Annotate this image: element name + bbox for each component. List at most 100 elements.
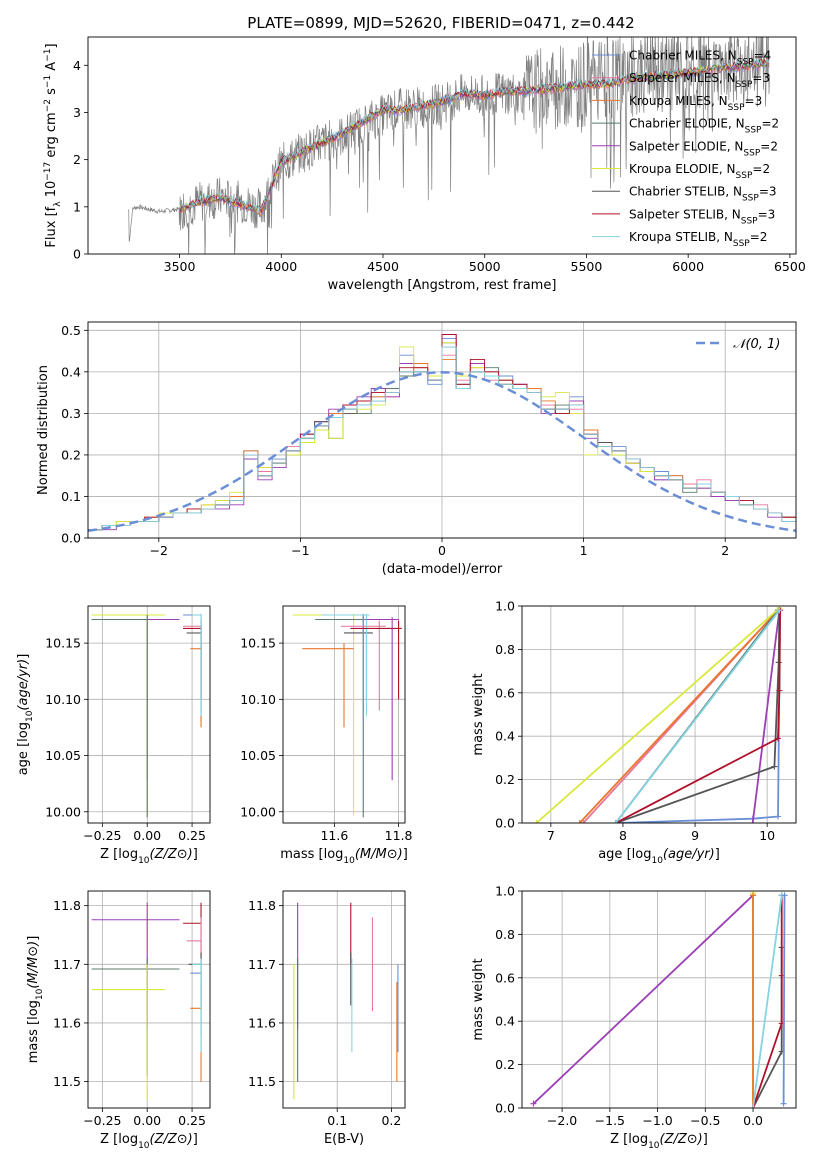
axes-frame: [282, 605, 406, 824]
x-tick-label: −1.0: [642, 1113, 672, 1128]
cumulative-point-marker: [530, 1100, 537, 1107]
plot-area: [91, 902, 203, 1100]
y-tick-label: 10.10: [45, 692, 81, 707]
normal-reference-line: [88, 371, 796, 532]
cumulative-point-marker: [776, 687, 783, 694]
observed-spectrum-line: [128, 37, 770, 254]
y-tick-label: 0.2: [495, 772, 515, 787]
cumulative-line: [579, 609, 779, 823]
x-tick-label: −1.5: [595, 1113, 625, 1128]
y-tick-label: 0.2: [495, 1057, 515, 1072]
plot-area: [530, 891, 788, 1108]
axes-frame: [282, 890, 406, 1109]
x-tick-label: 0: [438, 543, 446, 558]
axes-frame: [521, 890, 797, 1109]
model-spectrum-line: [179, 58, 770, 214]
x-tick-label: 0.1: [327, 1113, 347, 1128]
x-tick-label: −0.25: [83, 828, 121, 843]
cumulative-point-marker: [774, 735, 781, 742]
y-tick-label: 2: [73, 152, 81, 167]
y-axis-label: Flux [fλ 10−17 erg cm−2 s−1 A−1]: [43, 43, 63, 247]
cumulative-point-marker: [771, 763, 778, 770]
x-tick-label: 0.00: [133, 828, 161, 843]
y-tick-label: 10.05: [45, 748, 81, 763]
y-tick-label: 0.2: [61, 447, 81, 462]
y-tick-label: 11.5: [53, 1074, 81, 1089]
x-tick-label: 7: [547, 828, 555, 843]
legend-label: Chabrier MILES, NSSP=4: [629, 49, 771, 68]
x-tick-label: 3500: [164, 259, 196, 274]
y-axis-label: mass weight: [471, 673, 486, 755]
y-tick-label: 11.5: [248, 1074, 276, 1089]
plot-area: [88, 334, 796, 532]
y-tick-label: 0.6: [495, 970, 515, 985]
legend-label: Kroupa STELIB, NSSP=2: [629, 230, 767, 249]
cumulative-line: [535, 607, 780, 823]
y-tick-label: 0: [73, 247, 81, 262]
y-axis-label: mass weight: [471, 958, 486, 1040]
x-tick-label: −0.25: [83, 1113, 121, 1128]
panel-spectrum: 3500 4000 4500 5000 5500 6000 6500 0 1 2 3 4 wavelen…: [43, 36, 806, 293]
x-tick-label: 4000: [265, 259, 297, 274]
y-tick-label: 10.15: [240, 636, 276, 651]
legend-label: Kroupa MILES, NSSP=3: [629, 94, 762, 113]
y-tick-label: 10.05: [240, 748, 276, 763]
y-tick-label: 4: [73, 58, 81, 73]
x-axis-label: mass [log10(M/M⊙)]: [280, 847, 408, 866]
legend-label: Chabrier ELODIE, NSSP=2: [629, 117, 779, 136]
x-tick-label: 0.0: [743, 1113, 763, 1128]
x-tick-label: 9: [691, 828, 699, 843]
panel-age-vs-mass: 11.6 11.8 10.00 10.05 10.10 10.15 mass [log10(…: [240, 605, 413, 866]
panel-cumulative-mass-vs-age: 7 8 9 10 0.0 0.2 0.4 0.6 0.8 1.0 age [log10(age/yr…: [471, 599, 797, 866]
legend-label: Kroupa ELODIE, NSSP=2: [629, 162, 770, 181]
panel-cumulative-mass-vs-metallicity: −2.0 −1.5 −1.0 −0.5 0.0 0.0 0.2 0.4 0.6 0.8 1.0 Z […: [471, 884, 797, 1151]
x-axis-label: wavelength [Angstrom, rest frame]: [328, 278, 557, 293]
histogram-step-line: [88, 346, 796, 531]
cumulative-point-marker: [612, 820, 619, 823]
y-tick-label: 11.8: [53, 898, 81, 913]
cumulative-point-marker: [774, 813, 781, 820]
panel-age-vs-metallicity: −0.25 0.00 0.25 10.00 10.05 10.10 10.15 Z [log1…: [16, 605, 211, 866]
x-tick-label: −2: [150, 543, 168, 558]
x-tick-label: −2.0: [547, 1113, 577, 1128]
y-tick-label: 1.0: [495, 884, 515, 899]
cumulative-point-marker: [580, 820, 587, 823]
plot-area: [293, 902, 399, 1100]
y-tick-label: 10.00: [45, 804, 81, 819]
y-tick-label: 11.6: [53, 1015, 81, 1030]
x-tick-label: 5000: [469, 259, 501, 274]
x-axis-label: (data-model)/error: [382, 562, 503, 577]
y-axis-label: age [log10(age/yr)]: [16, 654, 35, 776]
x-axis-label: age [log10(age/yr)]: [598, 847, 720, 866]
cumulative-line: [614, 609, 781, 823]
cumulative-line: [615, 610, 781, 823]
model-spectrum-line: [179, 58, 770, 212]
cumulative-point-marker: [780, 1100, 787, 1107]
legend-label: Salpeter MILES, NSSP=3: [629, 71, 770, 90]
y-tick-label: 10.10: [240, 692, 276, 707]
x-axis-label: Z [log10(Z/Z⊙)]: [100, 1132, 198, 1151]
x-tick-label: 10: [759, 828, 775, 843]
cumulative-point-marker: [781, 892, 788, 899]
y-tick-label: 0.0: [495, 1101, 515, 1116]
cumulative-line: [751, 610, 781, 823]
y-tick-label: 1: [73, 199, 81, 214]
legend-label: Salpeter ELODIE, NSSP=2: [629, 139, 778, 158]
x-tick-label: 1: [580, 543, 588, 558]
axes-frame: [87, 321, 797, 539]
y-tick-label: 0.4: [495, 1014, 515, 1029]
cumulative-line: [782, 895, 786, 1104]
x-tick-label: 0.25: [178, 828, 206, 843]
cumulative-point-marker: [576, 820, 583, 823]
x-tick-label: 0.25: [178, 1113, 206, 1128]
y-tick-label: 11.7: [53, 957, 81, 972]
x-tick-label: 0.00: [133, 1113, 161, 1128]
y-tick-label: 0.0: [61, 531, 81, 546]
axes-frame: [87, 36, 797, 255]
plot-area: [91, 613, 202, 818]
x-tick-label: −1: [291, 543, 309, 558]
x-tick-label: 5500: [571, 259, 603, 274]
y-tick-label: 0.6: [495, 685, 515, 700]
cumulative-line: [752, 895, 783, 1108]
y-tick-label: 0.1: [61, 489, 81, 504]
